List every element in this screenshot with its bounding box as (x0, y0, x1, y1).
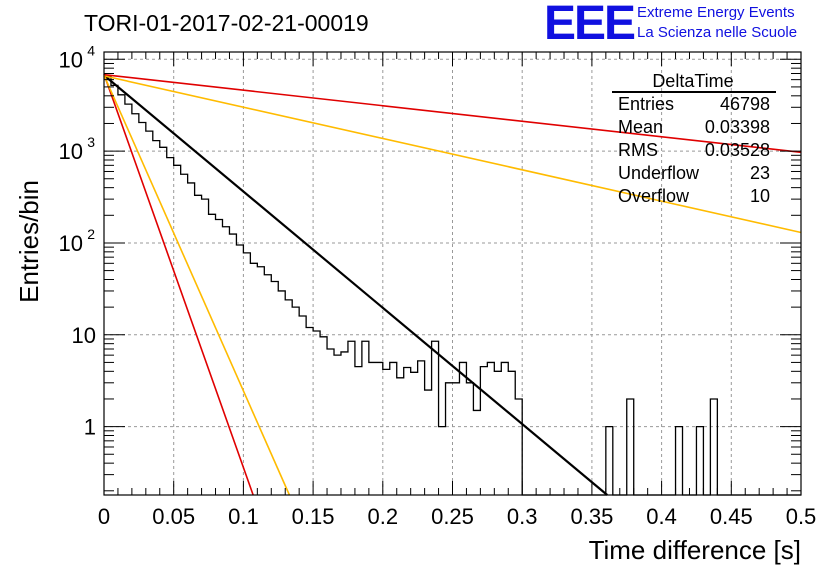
stats-label: Mean (618, 117, 663, 137)
fit-line-3 (103, 73, 254, 496)
y-tick-label: 10 (72, 323, 96, 348)
stats-box: DeltaTime Entries 46798 Mean 0.03398 RMS 0.035… (612, 71, 776, 206)
y-tick-label: 1 (84, 415, 96, 440)
fit-line-1 (103, 73, 802, 154)
y-tick-exponent: 4 (87, 42, 95, 58)
fit-line-0 (103, 74, 608, 496)
x-tick-label: 0.05 (152, 504, 195, 529)
x-tick-label: 0.4 (646, 504, 677, 529)
stats-label: Entries (618, 94, 674, 114)
x-tick-label: 0.5 (786, 504, 817, 529)
x-tick-label: 0.3 (507, 504, 538, 529)
x-tick-label: 0.15 (292, 504, 335, 529)
logo-line-1: Extreme Energy Events (637, 4, 795, 21)
y-tick-label: 10 (59, 47, 83, 72)
y-tick-exponent: 2 (87, 226, 95, 242)
axis-ticks (103, 52, 802, 495)
x-tick-label: 0 (98, 504, 110, 529)
stats-value: 10 (750, 186, 770, 206)
stats-value: 0.03398 (705, 117, 770, 137)
logo-line-2: La Scienza nelle Scuole (637, 24, 798, 41)
y-tick-exponent: 3 (87, 134, 95, 150)
x-tick-label: 0.35 (570, 504, 613, 529)
chart-title: TORI-01-2017-02-21-00019 (84, 10, 369, 36)
stats-value: 23 (750, 163, 770, 183)
stats-value: 0.03528 (705, 140, 770, 160)
x-tick-label: 0.1 (228, 504, 259, 529)
stats-title: DeltaTime (652, 71, 733, 91)
stats-value: 46798 (720, 94, 770, 114)
y-axis-label: Entries/bin (14, 180, 44, 303)
x-tick-labels: 0 0.05 0.1 0.15 0.2 0.25 0.3 0.35 0.4 0.45 0.5 (98, 504, 816, 529)
eee-logo: EEE (544, 0, 636, 50)
grid-lines (104, 52, 801, 495)
stats-label: Underflow (618, 163, 700, 183)
x-tick-label: 0.25 (431, 504, 474, 529)
fit-line-2 (103, 75, 802, 234)
x-axis-label: Time difference [s] (589, 535, 801, 565)
y-tick-label: 10 (59, 139, 83, 164)
stats-label: RMS (618, 140, 658, 160)
x-tick-label: 0.45 (710, 504, 753, 529)
fit-line-4 (103, 74, 291, 496)
stats-label: Overflow (618, 186, 690, 206)
fit-lines (103, 73, 802, 496)
x-tick-label: 0.2 (368, 504, 399, 529)
y-tick-label: 10 (59, 231, 83, 256)
